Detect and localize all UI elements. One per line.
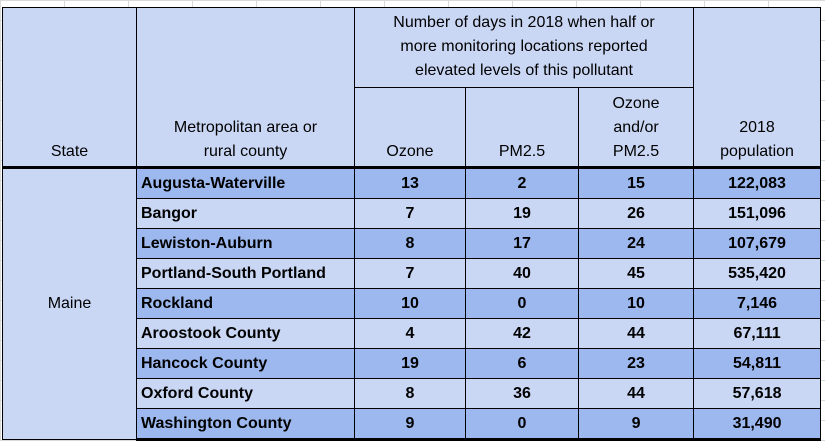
area-cell[interactable]: Aroostook County	[136, 318, 355, 349]
pm25-cell[interactable]: 2	[465, 167, 579, 199]
table-row: Bangor 7 19 26 151,096	[3, 198, 822, 229]
area-cell[interactable]: Oxford County	[136, 378, 355, 409]
header-either-line1: Ozone	[612, 95, 660, 112]
header-state-label: State	[50, 143, 89, 160]
table-row: Lewiston-Auburn 8 17 24 107,679	[3, 228, 822, 259]
header-pm25-label: PM2.5	[498, 143, 546, 160]
either-cell[interactable]: 10	[577, 288, 695, 319]
ozone-cell[interactable]: 4	[354, 318, 466, 349]
population-cell[interactable]: 67,111	[693, 318, 822, 349]
ozone-cell[interactable]: 8	[354, 228, 466, 259]
state-cell[interactable]: Maine	[2, 167, 137, 440]
ozone-cell[interactable]: 13	[354, 167, 466, 199]
header-group: Number of days in 2018 when half or more…	[353, 7, 695, 88]
population-cell[interactable]: 107,679	[693, 228, 822, 259]
pm25-cell[interactable]: 0	[465, 288, 579, 319]
table-row: Portland-South Portland 7 40 45 535,420	[3, 258, 822, 289]
ozone-cell[interactable]: 8	[354, 378, 466, 409]
population-cell[interactable]: 122,083	[693, 167, 822, 199]
ozone-cell[interactable]: 10	[354, 288, 466, 319]
table-row: Washington County 9 0 9 31,490	[3, 408, 822, 441]
header-either: Ozone and/or PM2.5	[577, 87, 695, 168]
population-cell[interactable]: 151,096	[693, 198, 822, 229]
header-area-line1: Metropolitan area or	[173, 119, 318, 136]
ozone-cell[interactable]: 19	[354, 348, 466, 379]
table-row: Oxford County 8 36 44 57,618	[3, 378, 822, 409]
table-row: Aroostook County 4 42 44 67,111	[3, 318, 822, 349]
area-cell[interactable]: Augusta-Waterville	[136, 167, 355, 199]
pm25-cell[interactable]: 0	[465, 408, 579, 441]
header-pop-line1: 2018	[739, 119, 775, 136]
population-cell[interactable]: 31,490	[693, 408, 822, 441]
header-ozone-label: Ozone	[386, 143, 434, 160]
either-cell[interactable]: 26	[577, 198, 695, 229]
ozone-cell[interactable]: 7	[354, 198, 466, 229]
area-cell[interactable]: Rockland	[136, 288, 355, 319]
pm25-cell[interactable]: 19	[465, 198, 579, 229]
area-cell[interactable]: Bangor	[136, 198, 355, 229]
either-cell[interactable]: 44	[577, 378, 695, 409]
header-either-line3: PM2.5	[612, 143, 660, 160]
either-cell[interactable]: 45	[577, 258, 695, 289]
either-cell[interactable]: 9	[577, 408, 695, 441]
header-area: Metropolitan area or rural county	[136, 7, 355, 168]
population-cell[interactable]: 535,420	[693, 258, 822, 289]
header-group-line3: elevated levels of this pollutant	[415, 62, 633, 79]
either-cell[interactable]: 23	[577, 348, 695, 379]
population-cell[interactable]: 7,146	[693, 288, 822, 319]
either-cell[interactable]: 15	[577, 167, 695, 199]
pm25-cell[interactable]: 36	[465, 378, 579, 409]
area-cell[interactable]: Hancock County	[136, 348, 355, 379]
header-group-line1: Number of days in 2018 when half or	[393, 14, 655, 31]
header-row-top: State Metropolitan area or rural county …	[2, 7, 822, 168]
pm25-cell[interactable]: 6	[465, 348, 579, 379]
area-cell[interactable]: Lewiston-Auburn	[136, 228, 355, 259]
header-pm25: PM2.5	[465, 87, 579, 168]
table-row: Hancock County 19 6 23 54,811	[3, 348, 822, 379]
header-pop-line2: population	[720, 143, 794, 160]
header-population: 2018 population	[693, 7, 822, 168]
either-cell[interactable]: 24	[577, 228, 695, 259]
area-cell[interactable]: Portland-South Portland	[136, 258, 355, 289]
header-area-line2: rural county	[203, 143, 288, 160]
pollution-days-table: State Metropolitan area or rural county …	[2, 7, 822, 441]
header-state: State	[2, 7, 137, 168]
ozone-cell[interactable]: 7	[354, 258, 466, 289]
either-cell[interactable]: 44	[577, 318, 695, 349]
table-body: Maine Augusta-Waterville 13 2 15 122,083 Bango…	[2, 167, 822, 441]
pm25-cell[interactable]: 17	[465, 228, 579, 259]
header-either-line2: and/or	[613, 119, 659, 136]
area-cell[interactable]: Washington County	[136, 408, 355, 441]
header-row-bottom: Ozone PM2.5 Ozone and/or PM2.5	[2, 87, 821, 168]
population-cell[interactable]: 54,811	[693, 348, 822, 379]
pm25-cell[interactable]: 42	[465, 318, 579, 349]
header-ozone: Ozone	[354, 87, 466, 168]
ozone-cell[interactable]: 9	[354, 408, 466, 441]
table-row: Maine Augusta-Waterville 13 2 15 122,083	[2, 167, 822, 440]
header-group-line2: more monitoring locations reported	[400, 38, 648, 55]
population-cell[interactable]: 57,618	[693, 378, 822, 409]
pm25-cell[interactable]: 40	[465, 258, 579, 289]
